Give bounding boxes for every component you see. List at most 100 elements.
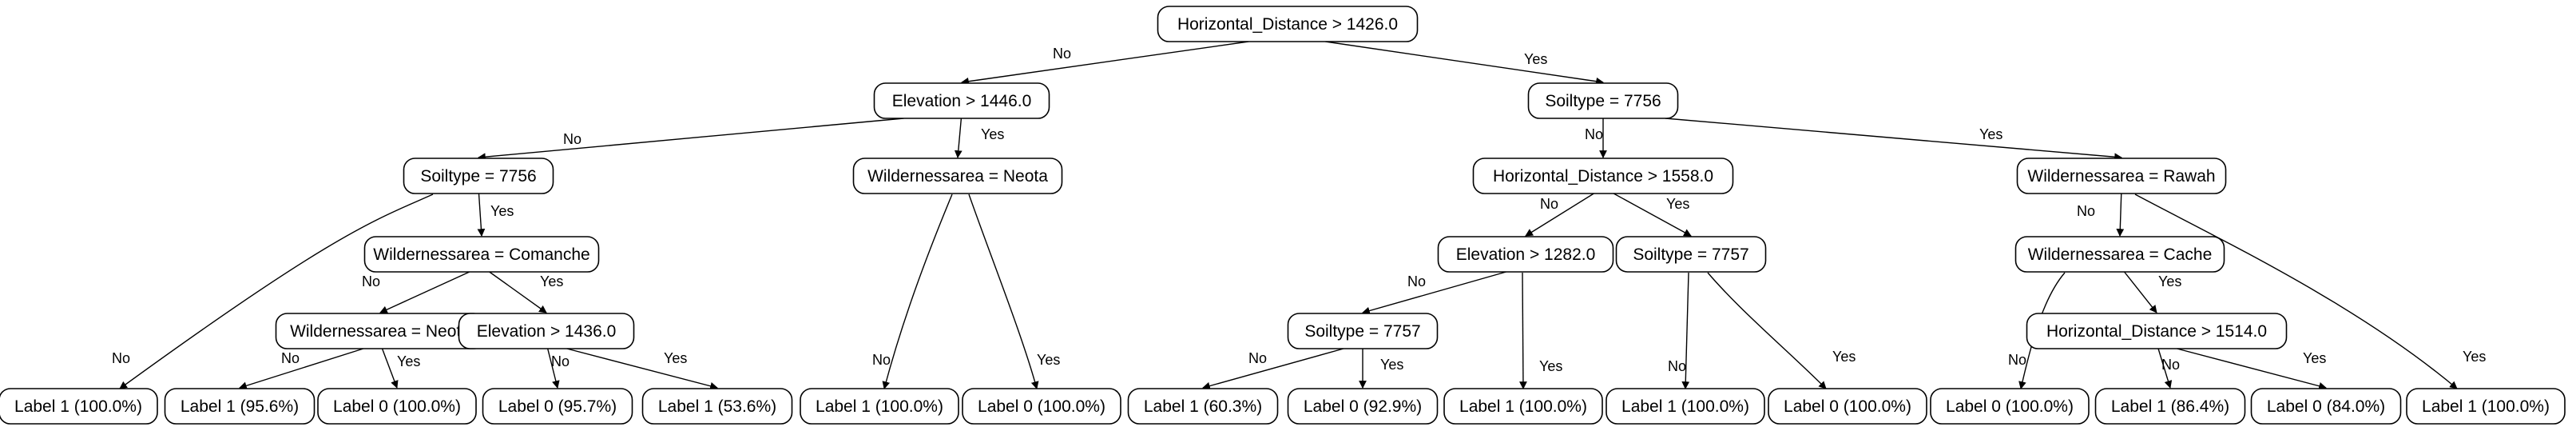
leaf-node: Label 0 (100.0%) bbox=[962, 388, 1121, 425]
node-box bbox=[1472, 158, 1734, 194]
node-label: Label 1 (100.0%) bbox=[1621, 397, 1749, 416]
edge-n_wild_neota_b-to-leaf7 bbox=[968, 194, 1039, 389]
node-box bbox=[1768, 388, 1927, 425]
edge-n_wild_rawah-to-leaf16 bbox=[2134, 194, 2458, 389]
leaf-node: Label 1 (53.6%) bbox=[641, 388, 793, 425]
edge-label-yes: Yes bbox=[1539, 358, 1562, 374]
leaf-node: Label 0 (95.7%) bbox=[482, 388, 633, 425]
decision-node: Soiltype = 7757 bbox=[1615, 236, 1767, 273]
node-label: Label 1 (86.4%) bbox=[2111, 397, 2229, 416]
edge-n_elev_1436-to-leaf5 bbox=[566, 348, 718, 390]
node-box bbox=[2250, 388, 2402, 425]
edge-n_wild_neota_a-to-leaf3 bbox=[381, 348, 399, 389]
node-label: Label 1 (60.3%) bbox=[1144, 397, 1262, 416]
edge-n_elev_1282-to-leaf10 bbox=[1519, 272, 1527, 389]
edge-label-yes: Yes bbox=[1524, 51, 1547, 67]
edge-label-no: No bbox=[281, 350, 300, 366]
node-label: Wildernessarea = Rawah bbox=[2027, 167, 2215, 186]
leaf-node: Label 1 (100.0%) bbox=[1443, 388, 1603, 425]
node-label: Wildernessarea = Neota bbox=[867, 167, 1048, 186]
node-label: Soiltype = 7756 bbox=[420, 167, 536, 186]
leaf-node: Label 1 (100.0%) bbox=[2406, 388, 2566, 425]
edge-n_wild_rawah-to-n_wild_cache bbox=[2116, 193, 2125, 237]
decision-node: Wildernessarea = Neota bbox=[852, 158, 1063, 194]
edge-label-yes: Yes bbox=[490, 203, 514, 219]
node-box bbox=[363, 236, 600, 273]
node-box bbox=[164, 388, 316, 425]
edges-layer: No Yes No Yes No Yes No Yes No Yes No Yes No Yes No Yes… bbox=[112, 41, 2486, 390]
node-box bbox=[482, 388, 633, 425]
node-label: Label 0 (100.0%) bbox=[1784, 397, 1911, 416]
leaf-node: Label 1 (60.3%) bbox=[1127, 388, 1279, 425]
edge-n_wild_cache-to-n_hdist_1514 bbox=[2123, 271, 2157, 313]
node-label: Label 0 (84.0%) bbox=[2267, 397, 2385, 416]
node-label: Elevation > 1436.0 bbox=[477, 322, 617, 341]
edge-label-yes: Yes bbox=[664, 350, 687, 366]
node-box bbox=[2014, 236, 2225, 273]
node-label: Elevation > 1282.0 bbox=[1456, 245, 1596, 264]
edge-root-to-n_elev_1446 bbox=[961, 41, 1249, 86]
node-box bbox=[1443, 388, 1603, 425]
leaf-node: Label 0 (92.9%) bbox=[1287, 388, 1439, 425]
edge-n_soil_7757_b-to-leaf12 bbox=[1707, 272, 1827, 389]
edge-label-no: No bbox=[1407, 273, 1426, 289]
decision-node: Horizontal_Distance > 1426.0 bbox=[1157, 6, 1419, 42]
edge-n_soil_7756_a-to-n_wild_comanche bbox=[477, 193, 486, 237]
decision-node: Elevation > 1282.0 bbox=[1437, 236, 1614, 273]
leaf-node: Label 0 (100.0%) bbox=[1930, 388, 2090, 425]
edge-label-yes: Yes bbox=[981, 126, 1004, 142]
node-label: Label 0 (100.0%) bbox=[333, 397, 461, 416]
node-label: Label 1 (100.0%) bbox=[14, 397, 142, 416]
node-label: Soiltype = 7757 bbox=[1304, 322, 1420, 341]
edge-label-no: No bbox=[872, 352, 891, 368]
node-box bbox=[1127, 388, 1279, 425]
node-box bbox=[641, 388, 793, 425]
decision-node: Wildernessarea = Cache bbox=[2014, 236, 2225, 273]
edge-n_hdist_1514-to-leaf15 bbox=[2177, 348, 2327, 390]
edge-label-no: No bbox=[1053, 46, 1071, 62]
node-box bbox=[1287, 313, 1439, 349]
edge-n_hdist_1514-to-leaf14 bbox=[2157, 348, 2173, 389]
edge-label-no: No bbox=[362, 273, 380, 289]
node-label: Horizontal_Distance > 1426.0 bbox=[1177, 15, 1398, 34]
edge-label-no: No bbox=[563, 131, 581, 147]
edge-label-no: No bbox=[551, 353, 570, 369]
node-label: Wildernessarea = Comanche bbox=[373, 245, 589, 264]
leaf-node: Label 0 (84.0%) bbox=[2250, 388, 2402, 425]
edge-label-yes: Yes bbox=[1832, 349, 1856, 365]
edge-label-no: No bbox=[112, 350, 130, 366]
node-label: Soiltype = 7756 bbox=[1545, 92, 1661, 110]
node-label: Label 0 (100.0%) bbox=[1946, 397, 2074, 416]
leaf-node: Label 1 (95.6%) bbox=[164, 388, 316, 425]
leaf-node: Label 0 (100.0%) bbox=[1768, 388, 1927, 425]
edge-label-yes: Yes bbox=[2463, 349, 2486, 365]
node-box bbox=[0, 388, 158, 425]
edge-label-yes: Yes bbox=[1037, 352, 1060, 368]
edge-n_wild_neota_b-to-leaf6 bbox=[882, 194, 953, 389]
nodes-layer: Horizontal_Distance > 1426.0 Elevation > … bbox=[0, 6, 2566, 425]
node-box bbox=[2094, 388, 2246, 425]
edge-label-yes: Yes bbox=[1979, 126, 2002, 142]
edge-n_soil_7757_b-to-leaf11 bbox=[1681, 272, 1690, 389]
node-label: Label 1 (100.0%) bbox=[2422, 397, 2550, 416]
leaf-node: Label 0 (100.0%) bbox=[317, 388, 477, 425]
node-label: Soiltype = 7757 bbox=[1633, 245, 1748, 264]
node-box bbox=[800, 388, 959, 425]
node-label: Label 0 (92.9%) bbox=[1304, 397, 1422, 416]
edge-label-yes: Yes bbox=[2158, 273, 2181, 289]
decision-node: Horizontal_Distance > 1558.0 bbox=[1472, 158, 1734, 194]
leaf-node: Label 1 (100.0%) bbox=[800, 388, 959, 425]
node-box bbox=[2016, 158, 2227, 194]
decision-node: Soiltype = 7756 bbox=[403, 158, 554, 194]
leaf-node: Label 1 (100.0%) bbox=[0, 388, 158, 425]
edge-n_soil_7756_b-to-n_wild_rawah bbox=[1665, 118, 2122, 162]
node-box bbox=[1287, 388, 1439, 425]
edge-n_hdist_1558-to-n_elev_1282 bbox=[1525, 193, 1594, 237]
edge-label-yes: Yes bbox=[540, 273, 563, 289]
node-box bbox=[1930, 388, 2090, 425]
node-label: Label 1 (100.0%) bbox=[1459, 397, 1587, 416]
edge-label-no: No bbox=[1668, 358, 1686, 374]
node-box bbox=[2406, 388, 2566, 425]
node-label: Label 0 (95.7%) bbox=[498, 397, 617, 416]
